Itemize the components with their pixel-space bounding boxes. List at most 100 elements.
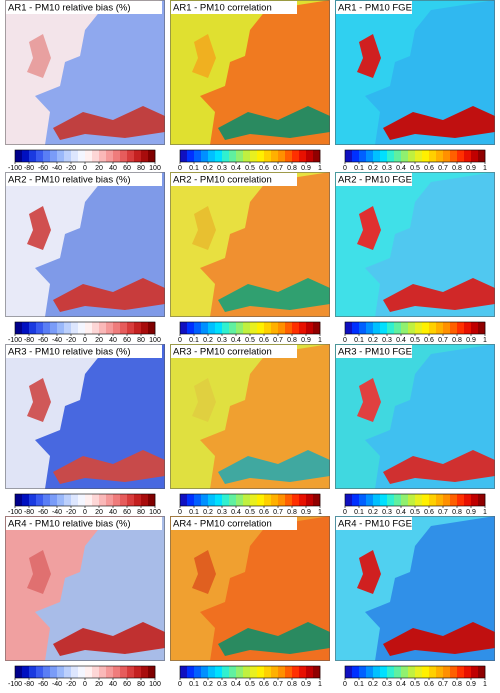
colorbar-segment xyxy=(359,150,367,162)
colorbar-tick-label: 0.1 xyxy=(189,681,199,688)
colorbar-segment xyxy=(106,150,114,162)
colorbar-segment xyxy=(141,150,149,162)
colorbar-tick-label: 0.2 xyxy=(203,681,213,688)
colorbar-tick-label: -80 xyxy=(24,337,34,344)
colorbar-segment xyxy=(36,150,44,162)
colorbar-segment xyxy=(299,666,307,678)
title-box xyxy=(171,173,297,186)
map-islands xyxy=(357,550,381,594)
colorbar-tick-label: 0.4 xyxy=(396,509,406,516)
colorbar-tick-label: 20 xyxy=(95,337,103,344)
colorbar-segment xyxy=(313,150,321,162)
colorbar-segment xyxy=(43,666,51,678)
colorbar-segment xyxy=(345,322,353,334)
map-land xyxy=(35,344,165,489)
colorbar-segment xyxy=(436,494,444,506)
map-islands xyxy=(192,550,216,594)
colorbar-tick-label: 0 xyxy=(83,509,87,516)
map-panel: AR2 - PM10 FGE 0 0.1 0.2 0.3 0.4 0.5 0.6 0.7 0.8 0… xyxy=(335,172,495,344)
colorbar-segment xyxy=(243,150,251,162)
colorbar-tick-label: 0.6 xyxy=(259,165,269,172)
colorbar-tick-label: -60 xyxy=(38,681,48,688)
panel-title: AR1 - PM10 relative bias (%) xyxy=(8,3,130,14)
colorbar-tick-label: 0.7 xyxy=(438,509,448,516)
colorbar-segment xyxy=(22,666,30,678)
colorbar-segment xyxy=(64,494,72,506)
colorbar-segment xyxy=(478,666,486,678)
colorbar-segment xyxy=(457,322,465,334)
map-panel: AR4 - PM10 relative bias (%) -100 -80 -60 -4… xyxy=(5,516,165,688)
colorbar-segment xyxy=(85,150,93,162)
colorbar-tick-label: 0.3 xyxy=(382,165,392,172)
map-panel: AR3 - PM10 relative bias (%) -100 -80 -60 -4… xyxy=(5,344,165,516)
map-mediterranean xyxy=(218,450,330,484)
colorbar-segment xyxy=(271,494,279,506)
colorbar-segment xyxy=(285,666,293,678)
colorbar-segment xyxy=(422,150,430,162)
colorbar-segment xyxy=(299,322,307,334)
map-frame xyxy=(170,172,330,317)
colorbar-segment xyxy=(264,666,272,678)
colorbar-segment xyxy=(85,494,93,506)
colorbar-segment xyxy=(306,494,314,506)
colorbar-segment xyxy=(457,494,465,506)
colorbar-tick-label: 0 xyxy=(343,681,347,688)
title-box xyxy=(6,517,162,530)
colorbar-segment xyxy=(373,666,381,678)
title-box xyxy=(336,517,412,530)
colorbar-segment xyxy=(464,322,472,334)
map-islands xyxy=(192,378,216,422)
colorbar-segment xyxy=(278,150,286,162)
panel-title: AR1 - PM10 correlation xyxy=(173,3,272,14)
colorbar-tick-label: 0.4 xyxy=(231,165,241,172)
colorbar-segment xyxy=(292,150,300,162)
colorbar-segment xyxy=(50,150,58,162)
colorbar-segment xyxy=(366,494,374,506)
colorbar-segment xyxy=(478,322,486,334)
colorbar-tick-label: 0.2 xyxy=(368,509,378,516)
map-panel: AR2 - PM10 correlation 0 0.1 0.2 0.3 0.4 0.5 0.… xyxy=(170,172,330,344)
colorbar-tick-label: 0.3 xyxy=(382,681,392,688)
colorbar-segment xyxy=(187,666,195,678)
colorbar-segment xyxy=(422,666,430,678)
colorbar-tick-label: 40 xyxy=(109,681,117,688)
colorbar-tick-label: 20 xyxy=(95,165,103,172)
colorbar-segment xyxy=(443,494,451,506)
colorbar-segment xyxy=(457,150,465,162)
map-frame xyxy=(5,516,165,661)
colorbar-segment xyxy=(278,322,286,334)
colorbar-tick-label: 0.9 xyxy=(466,509,476,516)
colorbar-segment xyxy=(22,150,30,162)
colorbar-segment xyxy=(180,666,188,678)
colorbar-tick-label: -20 xyxy=(66,681,76,688)
panel-title: AR3 - PM10 relative bias (%) xyxy=(8,347,130,358)
colorbar-tick-label: 0.6 xyxy=(259,337,269,344)
colorbar-segment xyxy=(229,494,237,506)
colorbar-segment xyxy=(71,494,79,506)
colorbar-tick-label: 0.5 xyxy=(410,337,420,344)
colorbar-segment xyxy=(92,150,100,162)
panel-title: AR4 - PM10 FGE xyxy=(338,519,412,530)
colorbar-segment xyxy=(71,150,79,162)
title-box xyxy=(6,1,162,14)
colorbar-tick-label: 40 xyxy=(109,509,117,516)
colorbar-segment xyxy=(187,150,195,162)
panel-title: AR4 - PM10 correlation xyxy=(173,519,272,530)
colorbar-segment xyxy=(229,322,237,334)
colorbar-segment xyxy=(127,150,135,162)
map-land xyxy=(365,344,495,489)
colorbar-tick-label: 0.5 xyxy=(245,337,255,344)
colorbar-tick-label: 0.3 xyxy=(217,509,227,516)
colorbar-tick-label: 0.6 xyxy=(424,509,434,516)
colorbar-segment xyxy=(180,494,188,506)
colorbar-tick-label: 0.3 xyxy=(217,681,227,688)
colorbar-segment xyxy=(443,150,451,162)
colorbar-segment xyxy=(429,494,437,506)
colorbar-segment xyxy=(134,150,142,162)
colorbar-tick-label: 0.5 xyxy=(245,681,255,688)
colorbar-segment xyxy=(373,494,381,506)
colorbar-segment xyxy=(229,666,237,678)
map-land xyxy=(200,0,330,145)
colorbar-tick-label: 0.1 xyxy=(354,165,364,172)
